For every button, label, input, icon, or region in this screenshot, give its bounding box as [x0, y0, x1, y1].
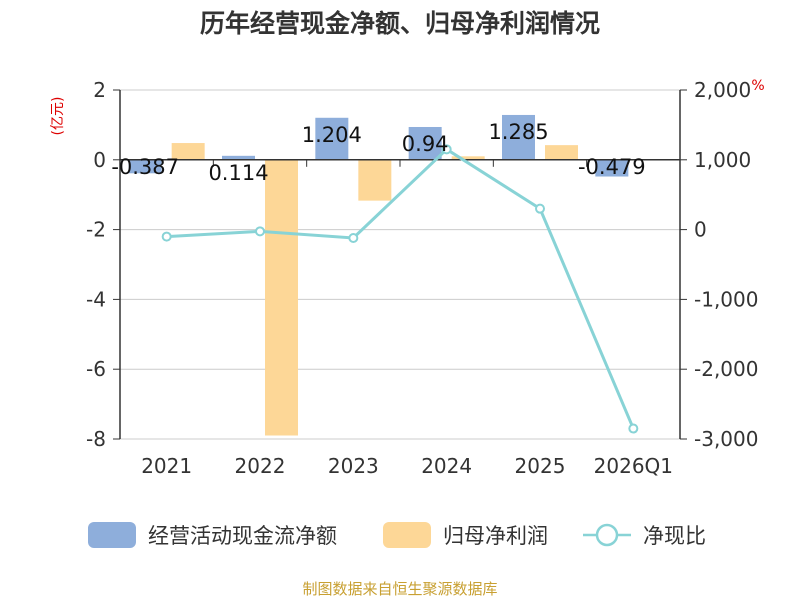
- x-tick-label: 2025: [515, 454, 566, 478]
- data-label: 1.285: [488, 120, 548, 144]
- legend-label: 经营活动现金流净额: [148, 524, 337, 548]
- cash-flow-bar: [315, 117, 349, 160]
- y-right-tick-label: 1,000: [694, 148, 751, 172]
- legend-cash-flow-swatch: [88, 522, 136, 548]
- chart-title: 历年经营现金净额、归母净利润情况: [200, 9, 600, 38]
- gridlines: [120, 89, 680, 440]
- net-profit-bar: [451, 156, 485, 160]
- net-profit-bar: [265, 159, 298, 436]
- net-profit-bar: [545, 145, 578, 160]
- cash-flow-bar: [128, 159, 162, 174]
- y-right-tick-label: 2,000: [694, 78, 751, 102]
- cash-flow-bar: [595, 159, 629, 177]
- y-right-tick-label: 0: [694, 218, 707, 242]
- ratio-point: [441, 144, 452, 155]
- y-left-unit: (亿元): [50, 97, 66, 136]
- ratio-point: [255, 226, 265, 237]
- source-note: 制图数据来自恒生聚源数据库: [302, 580, 497, 598]
- legend-net-profit-swatch: [383, 522, 431, 548]
- legend-ratio-marker: [595, 523, 619, 547]
- tick-labels: 2 0 -2 -4 -6 -8 2,000 1,000 0 -1,000 -2,000 -3,000 2…: [86, 78, 758, 478]
- x-tick-label: 2024: [421, 454, 472, 478]
- legend-label: 净现比: [643, 524, 706, 548]
- y-right-tick-label: -3,000: [694, 427, 758, 451]
- net-profit-bar: [358, 159, 392, 201]
- x-tick-label: 2026Q1: [594, 454, 673, 478]
- y-left-tick-label: 0: [93, 148, 106, 172]
- x-tick-label: 2021: [141, 454, 192, 478]
- data-label: 0.114: [208, 161, 268, 185]
- data-label: 0.94: [402, 132, 449, 156]
- axes: [113, 89, 687, 440]
- legend[interactable]: 经营活动现金流净额 归母净利润 净现比: [88, 522, 706, 548]
- x-tick-label: 2022: [235, 454, 286, 478]
- ratio-point: [628, 423, 639, 434]
- legend-label: 归母净利润: [443, 524, 548, 548]
- ratio-point: [348, 232, 359, 243]
- ratio-line-path: [166, 147, 635, 430]
- data-label: 1.204: [302, 123, 362, 147]
- data-label: -0.387: [111, 155, 179, 179]
- y-right-unit: %: [751, 78, 764, 94]
- bars: [128, 114, 672, 436]
- y-left-tick-label: -4: [86, 287, 106, 311]
- ratio-point: [161, 231, 172, 242]
- y-left-tick-label: -2: [86, 218, 106, 242]
- y-left-tick-label: -8: [86, 427, 106, 451]
- y-left-tick-label: 2: [93, 78, 106, 102]
- data-labels: -0.387 0.114 1.204 0.94 1.285 -0.479: [111, 120, 645, 185]
- ratio-line: [161, 144, 639, 434]
- data-label: -0.479: [578, 155, 646, 179]
- y-right-tick-label: -1,000: [694, 287, 758, 311]
- cash-flow-bar: [408, 126, 442, 160]
- cash-flow-bar: [222, 155, 255, 160]
- net-profit-bar: [171, 143, 205, 160]
- cash-flow-bar: [502, 114, 535, 160]
- ratio-point: [535, 203, 545, 214]
- y-right-tick-label: -2,000: [694, 357, 758, 381]
- x-tick-label: 2023: [328, 454, 379, 478]
- y-left-tick-label: -6: [86, 357, 106, 381]
